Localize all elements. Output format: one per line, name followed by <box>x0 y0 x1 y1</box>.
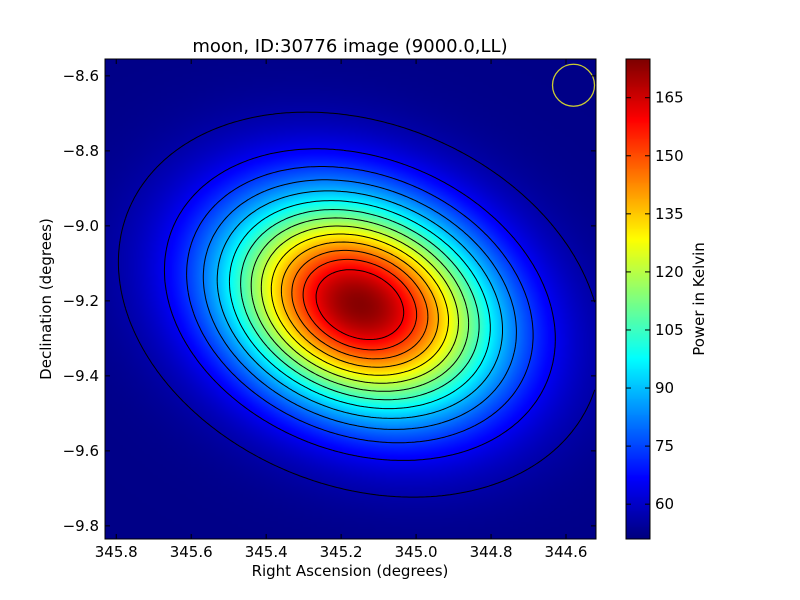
x-tick-label: 345.4 <box>245 543 288 561</box>
contour-line-2 <box>186 166 534 444</box>
contour-line-7 <box>250 217 470 392</box>
contour-line-13 <box>315 269 405 340</box>
x-tick-label: 344.8 <box>470 543 513 561</box>
contour-lines <box>117 111 596 498</box>
y-tick-label: −9.0 <box>63 217 99 235</box>
contour-line-1 <box>163 148 556 461</box>
beam-marker <box>551 63 596 107</box>
colorbar-ticks: 60 75 90 105 120 135 150 165 <box>626 89 684 513</box>
x-tick-label: 344.6 <box>545 543 588 561</box>
colorbar-label: Power in Kelvin <box>690 242 708 356</box>
x-axis-label: Right Ascension (degrees) <box>252 562 449 580</box>
contour-line-6 <box>240 209 480 401</box>
plot-frame <box>104 58 597 540</box>
y-tick-label: −9.8 <box>63 517 99 535</box>
colorbar-gradient <box>626 59 650 539</box>
x-tick-label: 345.0 <box>395 543 438 561</box>
contour-line-0 <box>117 111 596 498</box>
heatmap-image <box>105 59 596 539</box>
y-tick-label: −9.6 <box>63 442 99 460</box>
colorbar-tick-label: 105 <box>655 321 684 339</box>
contour-line-5 <box>228 200 491 410</box>
x-tick-label: 345.2 <box>320 543 363 561</box>
colorbar: 60 75 90 105 120 135 150 165 Power in Kelvin <box>625 58 708 540</box>
plot-area <box>104 58 597 540</box>
y-tick-label: −8.6 <box>63 67 99 85</box>
colorbar-tick-label: 60 <box>655 495 674 513</box>
y-tick-label: −8.8 <box>63 142 99 160</box>
contour-line-9 <box>270 233 449 376</box>
colorbar-tick-label: 135 <box>655 205 684 223</box>
contour-line-12 <box>302 258 418 351</box>
y-tick-label: −9.4 <box>63 367 99 385</box>
colorbar-tick-label: 150 <box>655 147 684 165</box>
contour-line-3 <box>202 179 517 430</box>
colorbar-frame <box>625 58 651 540</box>
colorbar-tick-label: 165 <box>655 89 684 107</box>
colorbar-tick-label: 90 <box>655 379 674 397</box>
y-axis-label: Declination (degrees) <box>37 218 55 380</box>
contour-line-10 <box>280 241 439 368</box>
colorbar-tick-label: 75 <box>655 437 674 455</box>
x-tick-label: 345.6 <box>170 543 213 561</box>
contour-line-8 <box>260 225 459 384</box>
y-axis-ticks: −8.6 −8.8 −9.0 −9.2 −9.4 −9.6 −9.8 <box>63 67 596 535</box>
contour-line-4 <box>216 190 503 419</box>
colorbar-tick-label: 120 <box>655 263 684 281</box>
contour-line-11 <box>291 249 429 360</box>
x-axis-ticks: 345.8 345.6 345.4 345.2 345.0 344.8 344.6 <box>95 59 588 561</box>
chart-title: moon, ID:30776 image (9000.0,LL) <box>192 36 507 57</box>
x-tick-label: 345.8 <box>95 543 138 561</box>
y-tick-label: −9.2 <box>63 292 99 310</box>
